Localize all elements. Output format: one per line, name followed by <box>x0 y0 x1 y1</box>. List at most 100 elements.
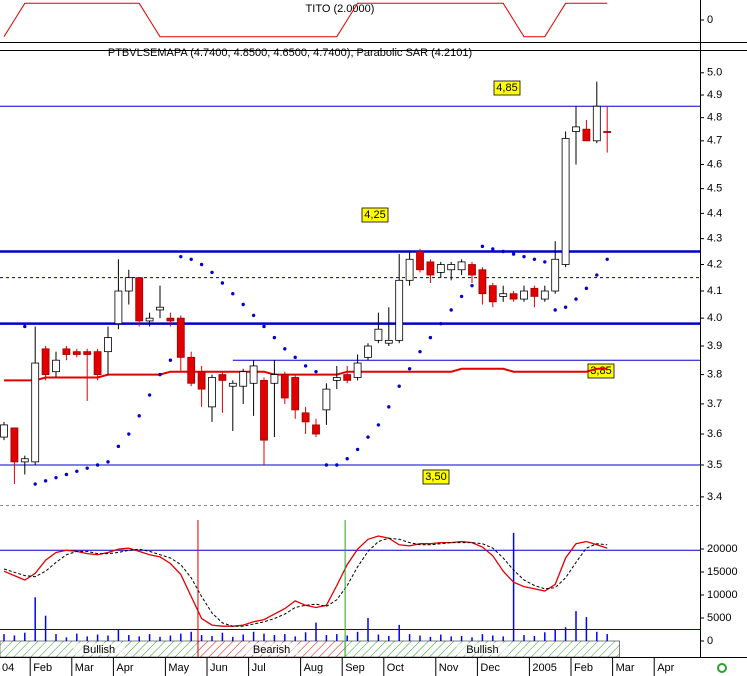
moving-average <box>4 367 608 382</box>
sar-dot <box>439 321 443 326</box>
candle-body <box>239 371 248 387</box>
candle-body <box>426 261 435 276</box>
y-tick-label: 3.9 <box>707 340 722 352</box>
sar-dot <box>158 372 162 377</box>
y-tick-label: 4.0 <box>707 312 722 324</box>
y-tick-label: 3.4 <box>707 491 722 503</box>
candle-body <box>551 258 560 292</box>
y-tick-label: 0 <box>707 635 713 647</box>
y-tick-label: 4.8 <box>707 112 722 124</box>
candle-body <box>228 382 237 387</box>
level-label: 3,50 <box>425 471 446 483</box>
candle-body <box>218 374 227 381</box>
y-tick-label: 0 <box>707 14 713 26</box>
x-tick-label: 04 <box>2 662 14 674</box>
sar-dot <box>553 308 557 312</box>
sar-dot <box>491 247 495 251</box>
x-tick-label: Feb <box>574 662 593 674</box>
sar-dot <box>584 286 589 291</box>
sar-dot <box>210 270 214 275</box>
sar-dot <box>75 469 79 474</box>
candle-body <box>83 351 92 355</box>
candle-body <box>499 293 508 297</box>
x-tick-label: Jul <box>252 662 266 674</box>
candle-body <box>270 374 279 384</box>
sar-dot <box>376 423 381 427</box>
candle-body <box>582 128 591 142</box>
y-tick-label: 4.4 <box>707 207 722 219</box>
sar-dot <box>428 335 433 340</box>
indicator-line <box>3 2 608 38</box>
sar-dot <box>335 463 339 467</box>
candle-body <box>301 412 310 423</box>
candle-body <box>603 131 612 133</box>
x-tick-label: Jun <box>210 662 228 674</box>
candle-body <box>104 337 112 353</box>
x-tick-label: Dec <box>480 662 500 674</box>
candle-body <box>561 138 570 265</box>
candle-body <box>384 339 393 344</box>
sar-dot <box>189 257 193 261</box>
chart-title: PTBVLSEMAPA (4.7400, 4.8500, 4.6500, 4.7… <box>108 47 472 59</box>
candle-body <box>135 277 144 322</box>
x-tick-label: 2005 <box>532 662 556 674</box>
candle-body <box>322 388 331 411</box>
sar-dot <box>85 466 89 470</box>
sar-dot <box>168 358 173 362</box>
candle-body <box>436 264 445 273</box>
candle-body <box>208 377 216 408</box>
sar-dot <box>262 324 266 329</box>
x-tick-label: Mar <box>616 662 635 674</box>
regime-label: Bullish <box>83 644 115 656</box>
y-tick-label: 20000 <box>707 543 738 555</box>
level-label: 4,85 <box>496 82 517 94</box>
sar-dot <box>595 273 599 277</box>
candle-body <box>41 348 50 375</box>
candle-body <box>0 424 8 438</box>
x-tick-label: Feb <box>33 662 52 674</box>
level-label-box <box>493 80 521 96</box>
x-tick-label: Apr <box>657 662 674 674</box>
y-tick-label: 4.7 <box>707 135 722 147</box>
sar-dot <box>241 302 245 307</box>
candle-body <box>572 126 580 132</box>
sar-dot <box>106 460 110 464</box>
sar-dot <box>480 244 485 249</box>
sar-dot <box>64 472 69 477</box>
candle-body <box>520 290 528 300</box>
y-tick-label: 4.1 <box>707 285 722 297</box>
regime-label: Bearish <box>253 644 290 656</box>
y-tick-label: 3.7 <box>707 398 722 410</box>
sar-dot <box>511 252 516 256</box>
candle-body <box>31 362 40 463</box>
sar-dot <box>563 305 568 309</box>
y-tick-label: 4.2 <box>707 258 722 270</box>
candle-body <box>405 258 414 281</box>
sar-dot <box>293 355 297 360</box>
candle-body <box>540 290 549 300</box>
sar-dot <box>147 393 152 397</box>
x-tick-label: Mar <box>75 662 94 674</box>
candle-body <box>374 328 383 341</box>
candle-body <box>124 277 133 292</box>
candle-body <box>457 261 466 271</box>
sar-dot <box>220 281 225 285</box>
level-label-box <box>422 469 450 485</box>
sar-dot <box>95 463 100 467</box>
y-tick-label: 5.0 <box>707 67 722 79</box>
oscillator-line <box>3 537 608 627</box>
sar-dot <box>501 249 505 254</box>
regime-label-bg <box>245 643 298 655</box>
candle-body <box>249 365 258 384</box>
sar-dot <box>23 324 27 329</box>
candle-body <box>156 306 164 311</box>
x-tick-label: Aug <box>304 662 324 674</box>
candle-body <box>478 269 487 295</box>
candle-body <box>52 359 60 373</box>
y-tick-label: 15000 <box>707 566 738 578</box>
level-label-box <box>361 207 389 223</box>
status-icon <box>717 663 727 673</box>
y-tick-label: 4.9 <box>707 89 722 101</box>
candle-body <box>93 351 102 375</box>
